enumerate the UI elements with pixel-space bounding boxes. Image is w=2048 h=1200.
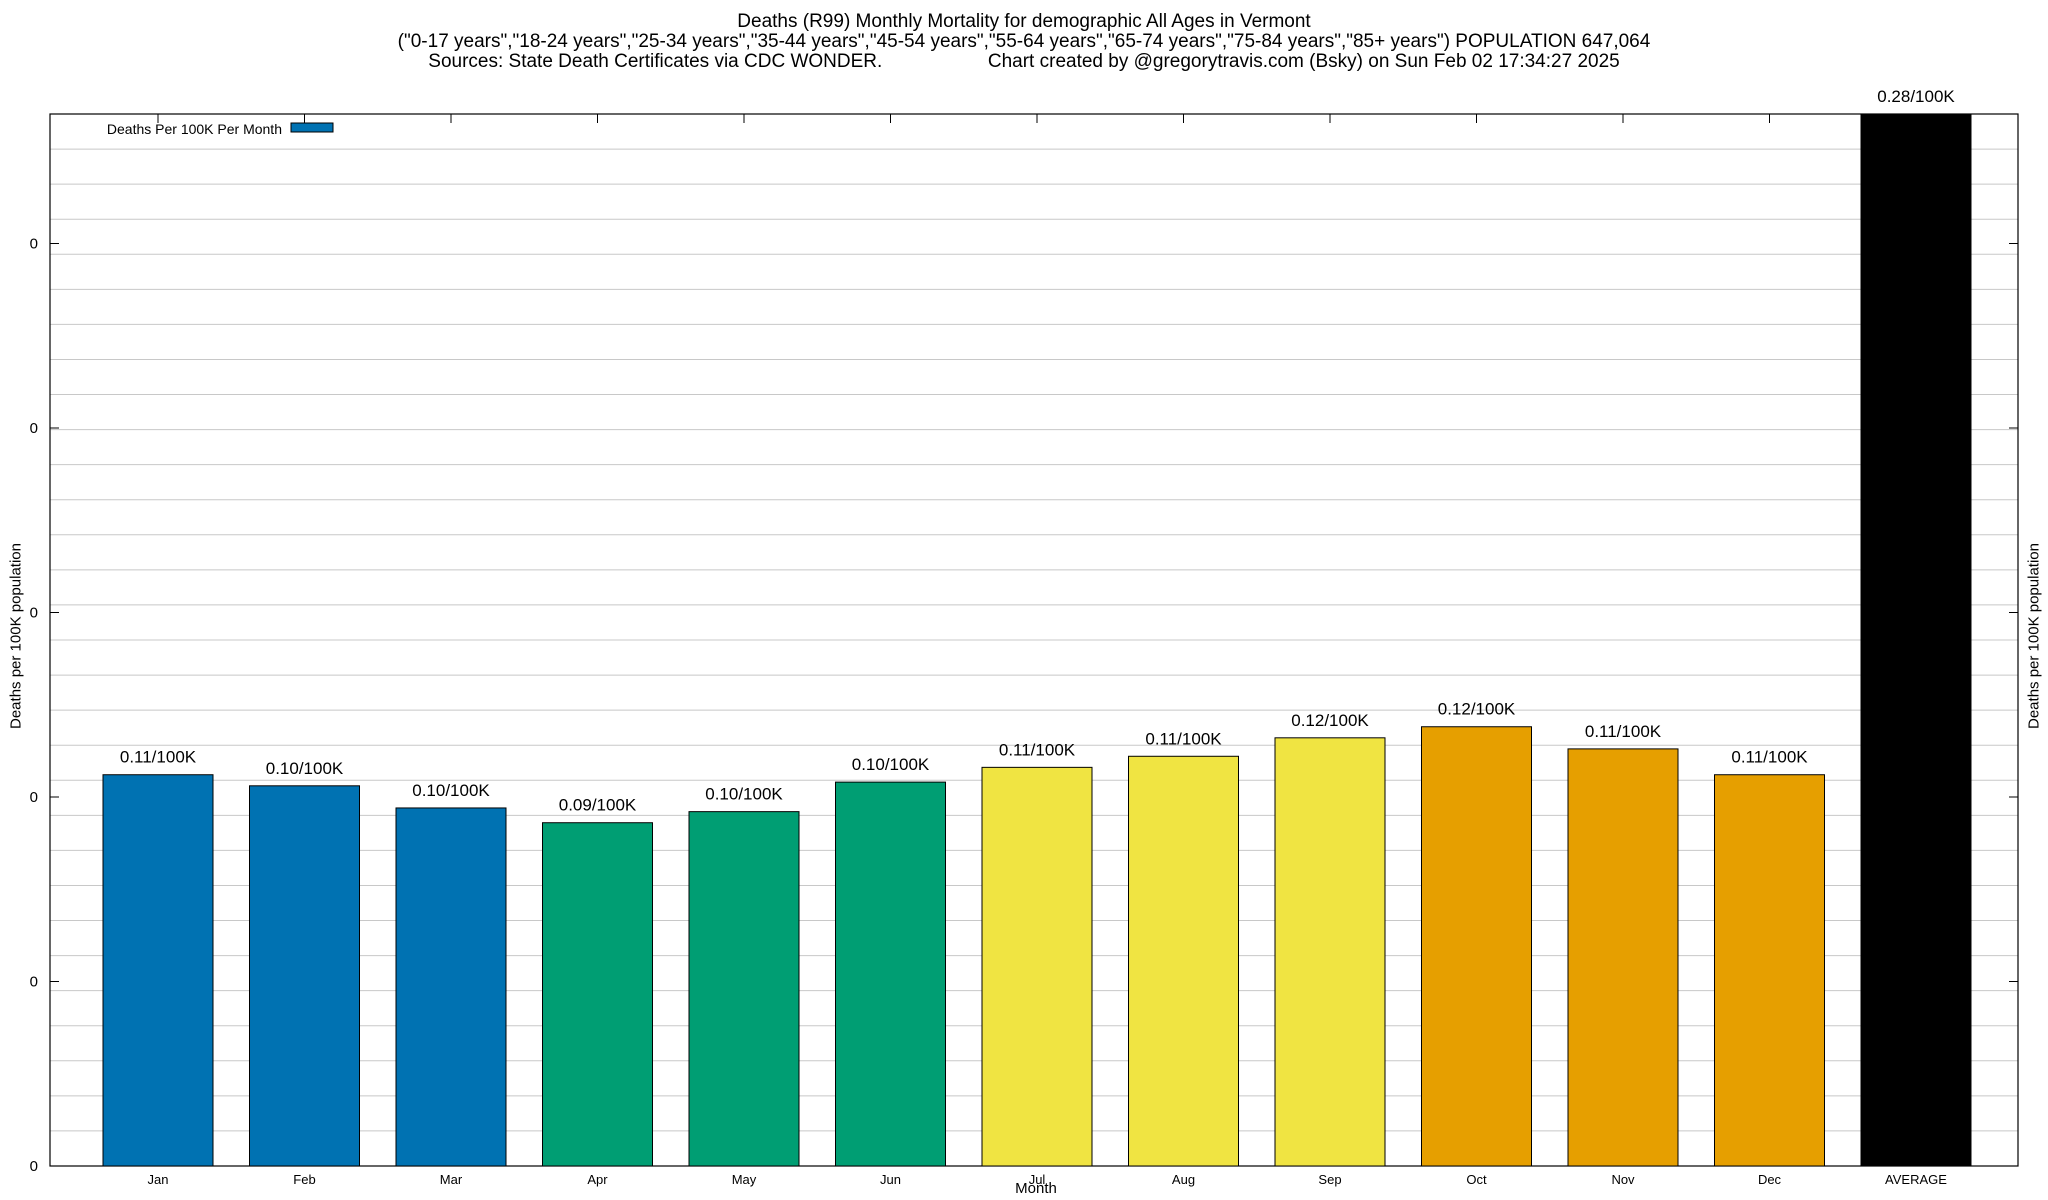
x-tick-label: Oct <box>1466 1172 1487 1187</box>
x-axis-label: Month <box>1015 1180 1057 1197</box>
data-label: 0.11/100K <box>999 740 1076 759</box>
bar-mar <box>395 807 507 1167</box>
data-label: 0.12/100K <box>1291 711 1369 730</box>
bar-dec <box>1714 774 1825 1167</box>
x-tick-label: May <box>732 1172 757 1187</box>
data-label: 0.10/100K <box>412 781 490 800</box>
x-tick-label: Feb <box>293 1172 315 1187</box>
y-tick-label: 0 <box>30 605 38 622</box>
chart-title: Deaths (R99) Monthly Mortality for demog… <box>737 11 1311 32</box>
bar-nov <box>1567 748 1679 1167</box>
y-axis-label-left: Deaths per 100K population <box>7 543 25 729</box>
data-label: 0.28/100K <box>1877 87 1955 106</box>
legend: Deaths Per 100K Per Month <box>107 121 334 137</box>
data-label: 0.09/100K <box>559 796 637 815</box>
legend-label: Deaths Per 100K Per Month <box>107 121 282 137</box>
x-tick-label: Mar <box>440 1172 463 1187</box>
x-tick-label: Jan <box>148 1172 169 1187</box>
grid-lines <box>50 148 2018 1132</box>
bar-jan <box>102 774 214 1167</box>
bar-sep <box>1274 737 1386 1167</box>
y-tick-label: 0 <box>30 974 38 991</box>
legend-swatch <box>290 122 334 133</box>
data-label: 0.11/100K <box>120 748 197 767</box>
bar-jul <box>981 766 1093 1167</box>
chart-title-block: Deaths (R99) Monthly Mortality for demog… <box>0 12 2048 72</box>
x-tick-label: Sep <box>1318 1172 1341 1187</box>
data-label: 0.11/100K <box>1731 748 1808 767</box>
x-tick-label: AVERAGE <box>1885 1172 1947 1187</box>
chart-sources: Sources: State Death Certificates via CD… <box>428 51 883 72</box>
data-label: 0.10/100K <box>705 785 783 804</box>
x-tick-label: Apr <box>587 1172 608 1187</box>
bar-apr <box>542 822 653 1167</box>
labels: 0 0 0 0 0 0 Jan 0.11/100K Feb 0.10/100K Mar 0.10/10… <box>30 87 1972 1187</box>
y-tick-label: 0 <box>30 789 38 806</box>
x-tick-label: Dec <box>1758 1172 1782 1187</box>
bar-aug <box>1128 755 1239 1167</box>
x-tick-label: Aug <box>1172 1172 1195 1187</box>
bar-may <box>688 811 800 1167</box>
chart-subtitle: ("0-17 years","18-24 years","25-34 years… <box>397 31 1651 52</box>
y-tick-label: 0 <box>30 236 38 253</box>
data-label: 0.11/100K <box>1145 729 1222 748</box>
data-label: 0.11/100K <box>1585 722 1662 741</box>
bar-jun <box>835 781 946 1167</box>
chart-credit: Chart created by @gregorytravis.com (Bsk… <box>987 51 1620 72</box>
bar-oct <box>1421 726 1532 1167</box>
chart-sources-line: Sources: State Death Certificates via CD… <box>0 52 2048 72</box>
data-label: 0.12/100K <box>1438 700 1516 719</box>
x-tick-label: Jun <box>880 1172 901 1187</box>
x-tick-label: Nov <box>1611 1172 1635 1187</box>
x-tick-label: Jul <box>1029 1172 1046 1187</box>
data-label: 0.10/100K <box>852 755 930 774</box>
bar-feb <box>249 785 360 1167</box>
bar-average <box>1860 113 1972 1167</box>
y-tick-label: 0 <box>30 420 38 437</box>
data-label: 0.10/100K <box>266 759 344 778</box>
y-axis-label-right: Deaths per 100K population <box>2025 543 2043 729</box>
y-tick-label: 0 <box>30 1158 38 1175</box>
